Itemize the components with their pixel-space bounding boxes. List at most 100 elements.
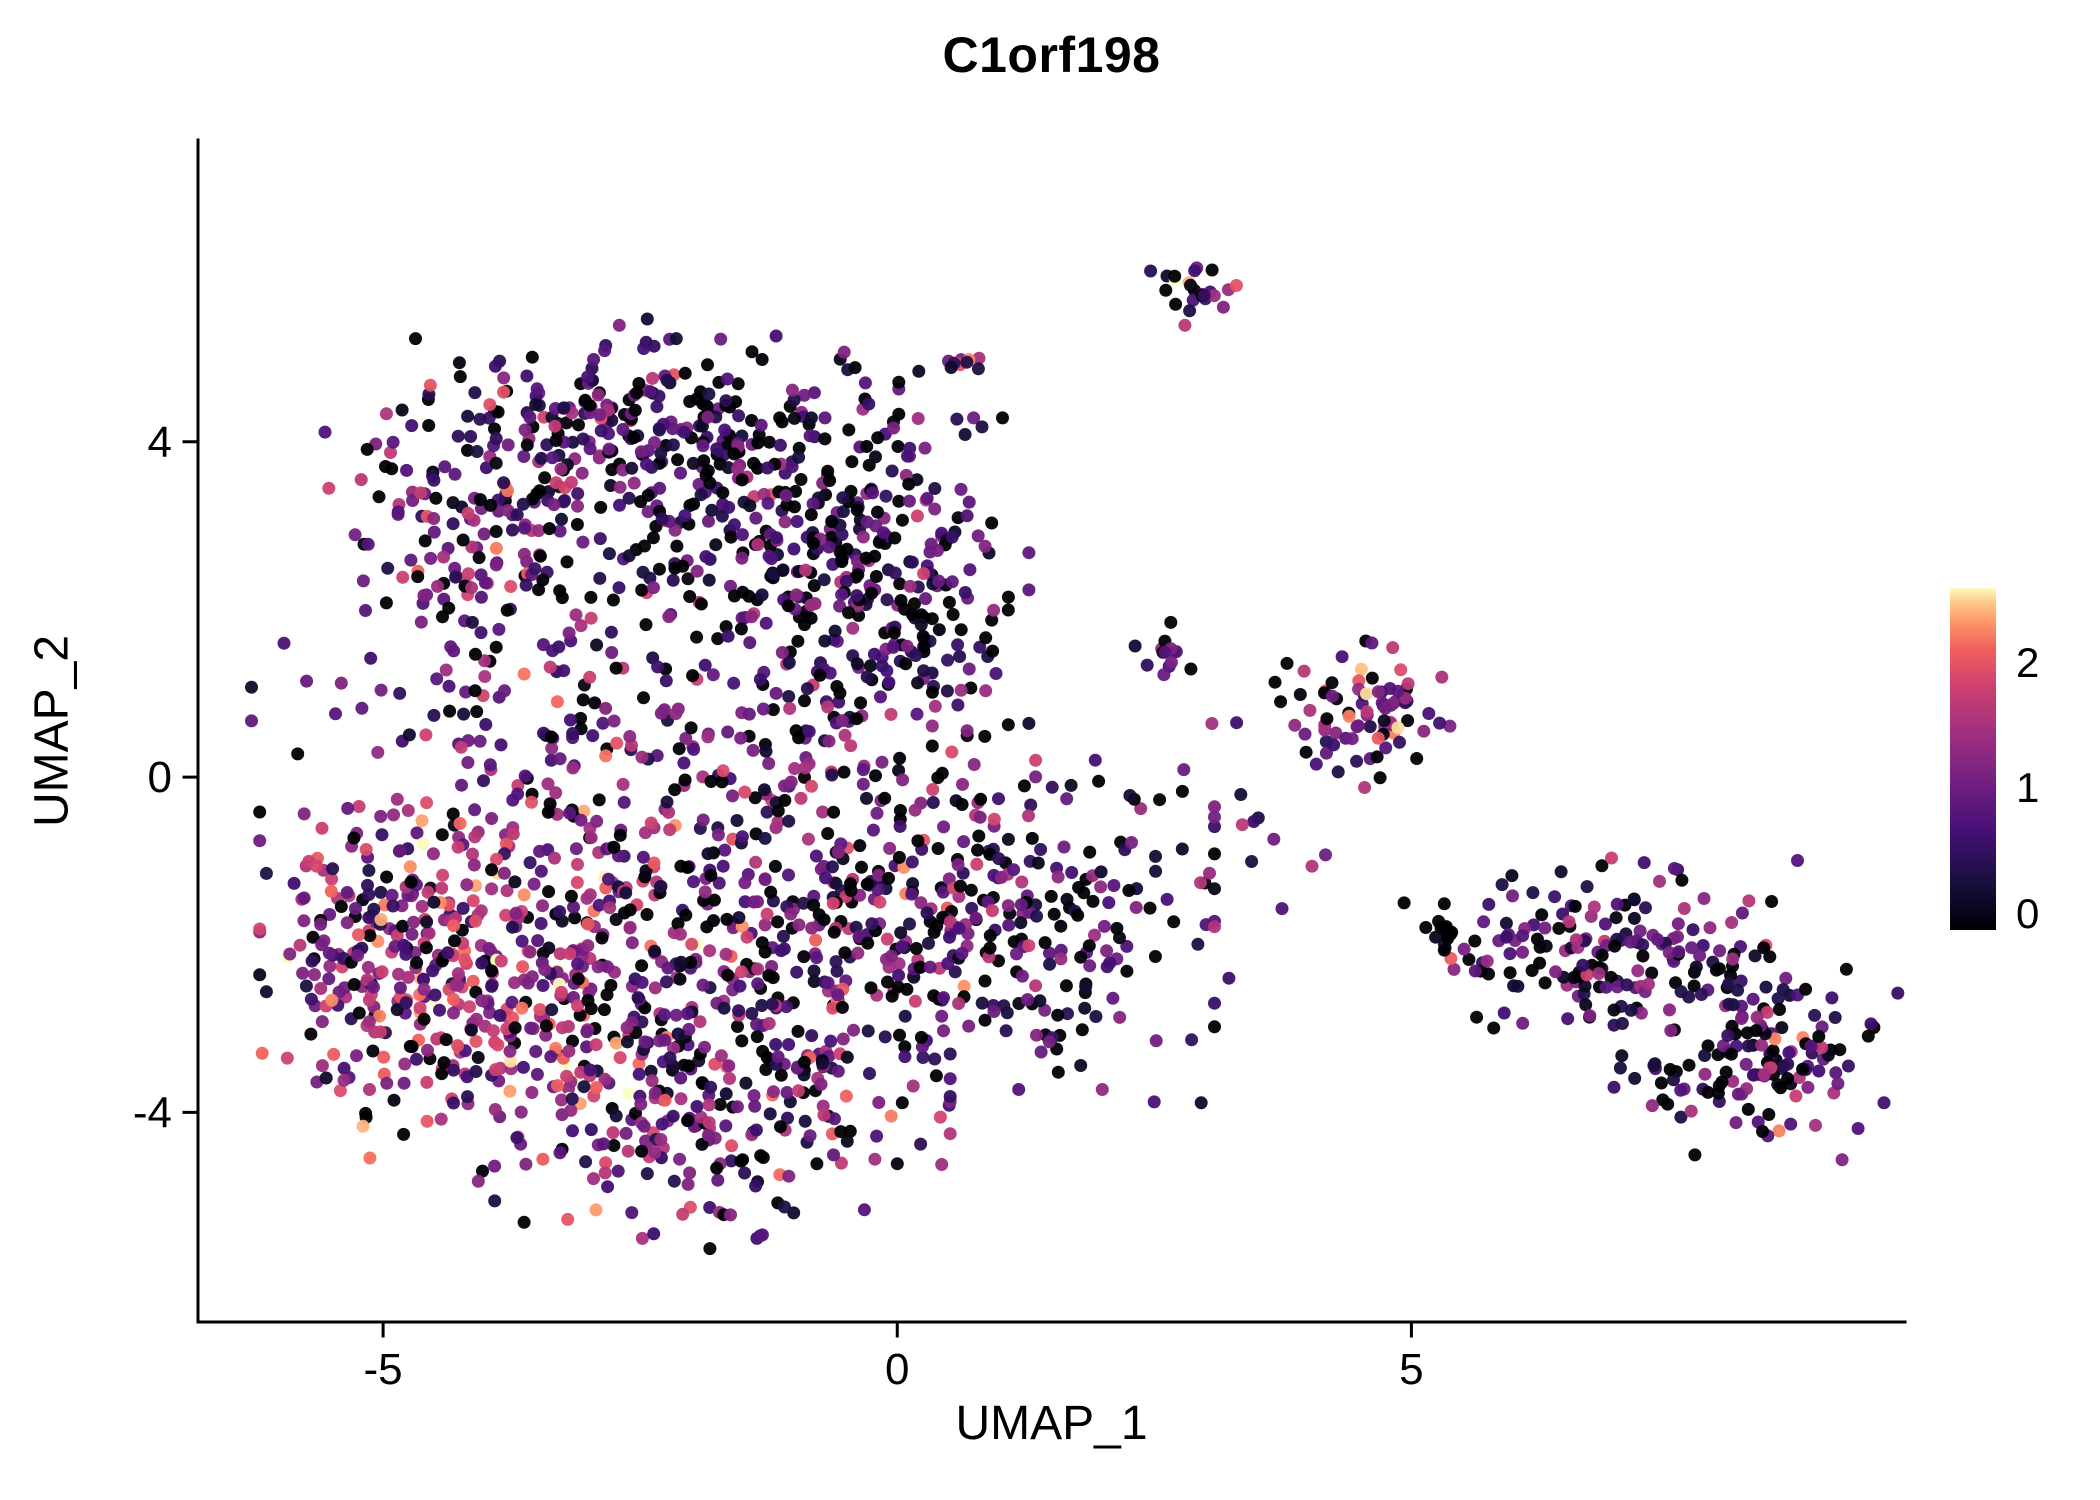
data-point bbox=[553, 752, 567, 766]
data-point bbox=[468, 647, 482, 661]
data-point bbox=[671, 1027, 685, 1041]
data-point bbox=[809, 933, 823, 947]
data-point bbox=[1365, 636, 1379, 650]
data-point bbox=[453, 370, 467, 384]
data-point bbox=[1159, 283, 1173, 297]
data-point bbox=[1175, 784, 1189, 798]
data-point bbox=[594, 424, 608, 438]
data-point bbox=[979, 684, 993, 698]
data-point bbox=[599, 1156, 613, 1170]
data-point bbox=[1781, 1072, 1795, 1085]
data-point bbox=[1033, 994, 1047, 1008]
data-point bbox=[410, 956, 424, 970]
data-point bbox=[869, 450, 882, 464]
data-point bbox=[943, 1072, 957, 1086]
data-point bbox=[604, 978, 618, 992]
data-point bbox=[375, 965, 389, 979]
data-point bbox=[902, 494, 916, 508]
data-point bbox=[771, 804, 785, 818]
data-point bbox=[245, 714, 258, 728]
data-point bbox=[609, 1036, 623, 1050]
data-point bbox=[892, 375, 906, 389]
data-point bbox=[758, 831, 772, 845]
data-point bbox=[405, 1040, 419, 1054]
data-point bbox=[1051, 1065, 1065, 1079]
data-point bbox=[1015, 969, 1029, 983]
data-point bbox=[794, 473, 808, 486]
data-point bbox=[420, 1114, 434, 1128]
data-point bbox=[1759, 980, 1773, 994]
tick-labels: -5 0 5-404 bbox=[133, 418, 1424, 1394]
data-point bbox=[1383, 682, 1397, 695]
data-point bbox=[869, 769, 882, 783]
data-point bbox=[792, 918, 806, 932]
colorbar-tick-label: 2 bbox=[2016, 639, 2040, 687]
data-point bbox=[1371, 731, 1385, 745]
data-point bbox=[974, 792, 988, 806]
data-point bbox=[782, 1038, 796, 1051]
data-point bbox=[967, 758, 981, 771]
data-point bbox=[628, 403, 642, 417]
data-point bbox=[555, 1093, 568, 1107]
data-point bbox=[497, 476, 511, 490]
data-point bbox=[580, 1025, 594, 1039]
data-point bbox=[1538, 921, 1552, 935]
data-point bbox=[807, 975, 821, 988]
data-point bbox=[576, 693, 590, 707]
data-point bbox=[253, 968, 267, 982]
data-point bbox=[822, 540, 836, 554]
data-point bbox=[747, 1089, 761, 1103]
data-point bbox=[1831, 1077, 1845, 1091]
data-point bbox=[327, 1047, 341, 1061]
data-point bbox=[1748, 949, 1762, 963]
data-point bbox=[1001, 603, 1015, 617]
data-point bbox=[518, 423, 532, 437]
data-point bbox=[687, 742, 701, 756]
data-point bbox=[1443, 719, 1457, 733]
data-point bbox=[1667, 1073, 1680, 1087]
data-point bbox=[489, 525, 503, 538]
data-point bbox=[783, 702, 797, 715]
data-point bbox=[1688, 1148, 1702, 1162]
data-point bbox=[817, 573, 831, 587]
data-point bbox=[619, 886, 633, 900]
data-point bbox=[635, 1144, 649, 1158]
data-point bbox=[350, 1049, 363, 1063]
data-point bbox=[681, 861, 694, 874]
data-point bbox=[616, 423, 630, 436]
data-point bbox=[667, 1174, 681, 1188]
data-point bbox=[1809, 1118, 1822, 1132]
data-point bbox=[684, 721, 698, 735]
data-point bbox=[1503, 947, 1517, 961]
data-point bbox=[1001, 832, 1015, 846]
data-point bbox=[671, 917, 685, 931]
data-point bbox=[280, 1051, 294, 1065]
data-point bbox=[764, 885, 778, 899]
data-point bbox=[978, 729, 992, 743]
data-point bbox=[834, 1156, 848, 1170]
data-point bbox=[538, 471, 552, 485]
data-point bbox=[500, 884, 514, 898]
data-point bbox=[1100, 944, 1114, 958]
data-point bbox=[533, 844, 547, 858]
data-point bbox=[419, 728, 433, 742]
data-point bbox=[740, 930, 754, 944]
data-point bbox=[1274, 695, 1288, 709]
data-point bbox=[1735, 1012, 1748, 1025]
data-point bbox=[565, 1092, 579, 1106]
data-point bbox=[299, 979, 313, 993]
data-point bbox=[478, 670, 492, 683]
data-point bbox=[903, 917, 916, 931]
data-point bbox=[517, 667, 531, 681]
data-point bbox=[885, 464, 899, 478]
data-point bbox=[749, 1123, 763, 1137]
data-point bbox=[488, 422, 501, 436]
data-point bbox=[640, 457, 653, 471]
data-point bbox=[775, 646, 789, 659]
data-point bbox=[1605, 851, 1618, 865]
data-point bbox=[893, 819, 907, 833]
data-point bbox=[751, 895, 764, 909]
data-point bbox=[1002, 918, 1016, 932]
data-point bbox=[508, 875, 522, 889]
